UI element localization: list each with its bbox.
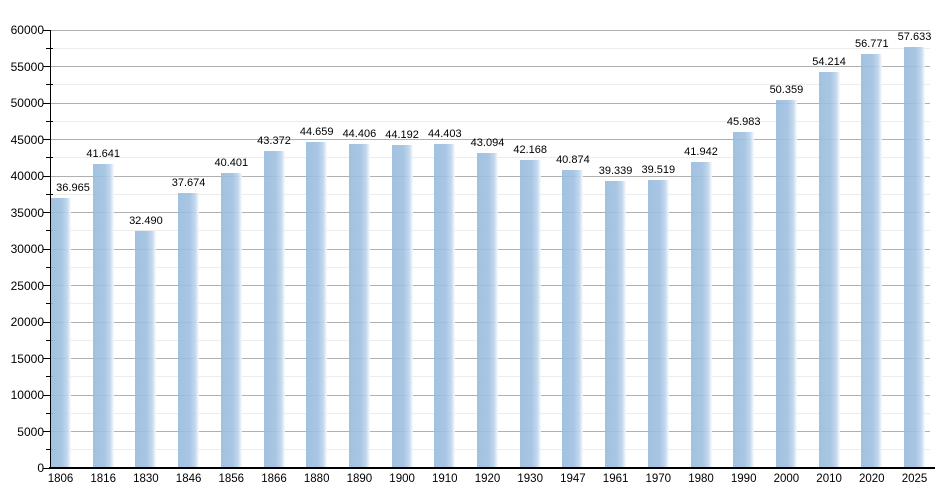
bar-value-label: 44.192	[385, 129, 419, 142]
y-axis-tick-label: 5000	[17, 424, 44, 439]
bar-2025	[904, 47, 925, 468]
y-axis-major-tick	[43, 431, 50, 432]
x-axis-tick-label: 1890	[346, 473, 373, 485]
y-axis-line	[49, 30, 51, 468]
y-axis-major-tick	[43, 175, 50, 177]
y-axis-major-tick	[43, 29, 50, 31]
y-axis-tick-label: 35000	[10, 205, 44, 220]
x-axis-tick-label: 1866	[261, 473, 287, 485]
bar-1961	[605, 180, 627, 468]
bar-value-label: 44.659	[299, 125, 334, 138]
y-axis-major-tick	[43, 248, 50, 250]
bar-value-label: 40.401	[214, 157, 249, 170]
x-axis-tick-label: 1816	[90, 473, 116, 485]
bar-2010	[818, 72, 840, 468]
y-axis-tick-label: 40000	[10, 169, 44, 183]
bar-1866	[263, 151, 285, 468]
bar-1920	[477, 153, 498, 468]
bar-value-label: 37.674	[171, 176, 206, 189]
bar-1990	[733, 132, 755, 468]
bar-1890	[348, 143, 370, 468]
y-axis-major-tick	[43, 467, 50, 469]
bar-1880	[306, 141, 328, 468]
bar-value-label: 41.942	[684, 145, 718, 158]
bar-value-label: 43.372	[257, 135, 291, 148]
x-axis-tick-label: 2000	[773, 473, 800, 485]
x-axis-line	[49, 467, 935, 469]
major-gridline	[50, 29, 930, 31]
x-axis-tick-label: 2025	[901, 473, 928, 485]
y-axis-major-tick	[43, 321, 50, 323]
bar-1830	[135, 230, 157, 468]
y-axis-major-tick	[43, 358, 50, 359]
y-axis-major-tick	[43, 66, 50, 67]
y-axis-major-tick	[43, 102, 50, 104]
x-axis-tick-label: 1990	[730, 473, 757, 485]
major-gridline	[50, 102, 930, 104]
y-axis-tick-label: 20000	[10, 315, 44, 329]
bar-value-label: 44.406	[342, 127, 377, 140]
x-axis-tick-label: 1910	[432, 473, 458, 485]
y-axis-major-tick	[43, 139, 50, 140]
x-axis-tick-label: 1947	[560, 473, 586, 485]
y-axis-tick-label: 0	[37, 461, 44, 475]
bar-value-label: 56.771	[854, 37, 889, 50]
bar-value-label: 50.359	[769, 84, 804, 97]
bar-1806	[50, 198, 71, 468]
bar-value-label: 39.339	[598, 164, 633, 177]
y-axis-tick-label: 55000	[10, 59, 44, 74]
y-axis-tick-label: 45000	[10, 132, 44, 147]
y-axis-tick-label: 30000	[10, 242, 44, 256]
bar-1846	[178, 192, 200, 468]
bar-value-label: 32.490	[129, 214, 163, 227]
x-axis-tick-label: 1920	[474, 473, 501, 485]
minor-gridline	[50, 120, 930, 122]
x-axis-tick-label: 1900	[389, 473, 415, 485]
bar-1816	[92, 164, 114, 468]
x-axis-tick-label: 1830	[133, 473, 159, 485]
x-axis-tick-label: 1856	[218, 473, 245, 485]
bar-1910	[434, 143, 456, 468]
bar-1970	[647, 179, 669, 468]
bar-2020	[861, 53, 883, 468]
y-axis-tick-label: 10000	[10, 388, 44, 402]
bar-value-label: 45.983	[726, 116, 761, 129]
x-axis-tick-label: 2010	[816, 473, 842, 485]
x-axis-tick-label: 1970	[645, 473, 672, 485]
bar-1856	[220, 173, 242, 468]
bar-1980	[690, 161, 712, 468]
y-axis-tick-label: 25000	[10, 278, 44, 293]
bar-value-label: 41.641	[86, 148, 121, 161]
y-axis-tick-label: 15000	[10, 351, 44, 366]
bar-value-label: 57.633	[897, 31, 932, 44]
bar-value-label: 39.519	[641, 163, 676, 176]
bar-value-label: 43.094	[470, 137, 505, 150]
bar-value-label: 36.965	[56, 182, 90, 195]
y-axis-tick-label: 60000	[10, 23, 44, 37]
bar-1947	[562, 169, 584, 468]
bar-2000	[775, 100, 797, 468]
y-axis-tick-label: 50000	[10, 96, 44, 110]
minor-gridline	[50, 47, 930, 49]
x-axis-tick-label: 1980	[688, 473, 714, 485]
x-axis-tick-label: 1880	[303, 473, 330, 485]
x-axis-tick-label: 1930	[517, 473, 543, 485]
y-axis-major-tick	[43, 394, 50, 396]
bar-value-label: 44.403	[427, 127, 462, 140]
y-axis-major-tick	[43, 285, 50, 286]
x-axis-tick-label: 2020	[859, 473, 885, 485]
bar-value-label: 54.214	[812, 56, 846, 69]
bar-value-label: 40.874	[556, 153, 590, 166]
bar-1930	[519, 160, 541, 468]
x-axis-tick-label: 1961	[602, 473, 629, 485]
x-axis-tick-label: 1846	[175, 473, 202, 485]
x-axis-tick-label: 1806	[47, 473, 74, 485]
y-axis-major-tick	[43, 212, 50, 213]
bar-1900	[391, 145, 413, 468]
bar-value-label: 42.168	[513, 144, 548, 157]
